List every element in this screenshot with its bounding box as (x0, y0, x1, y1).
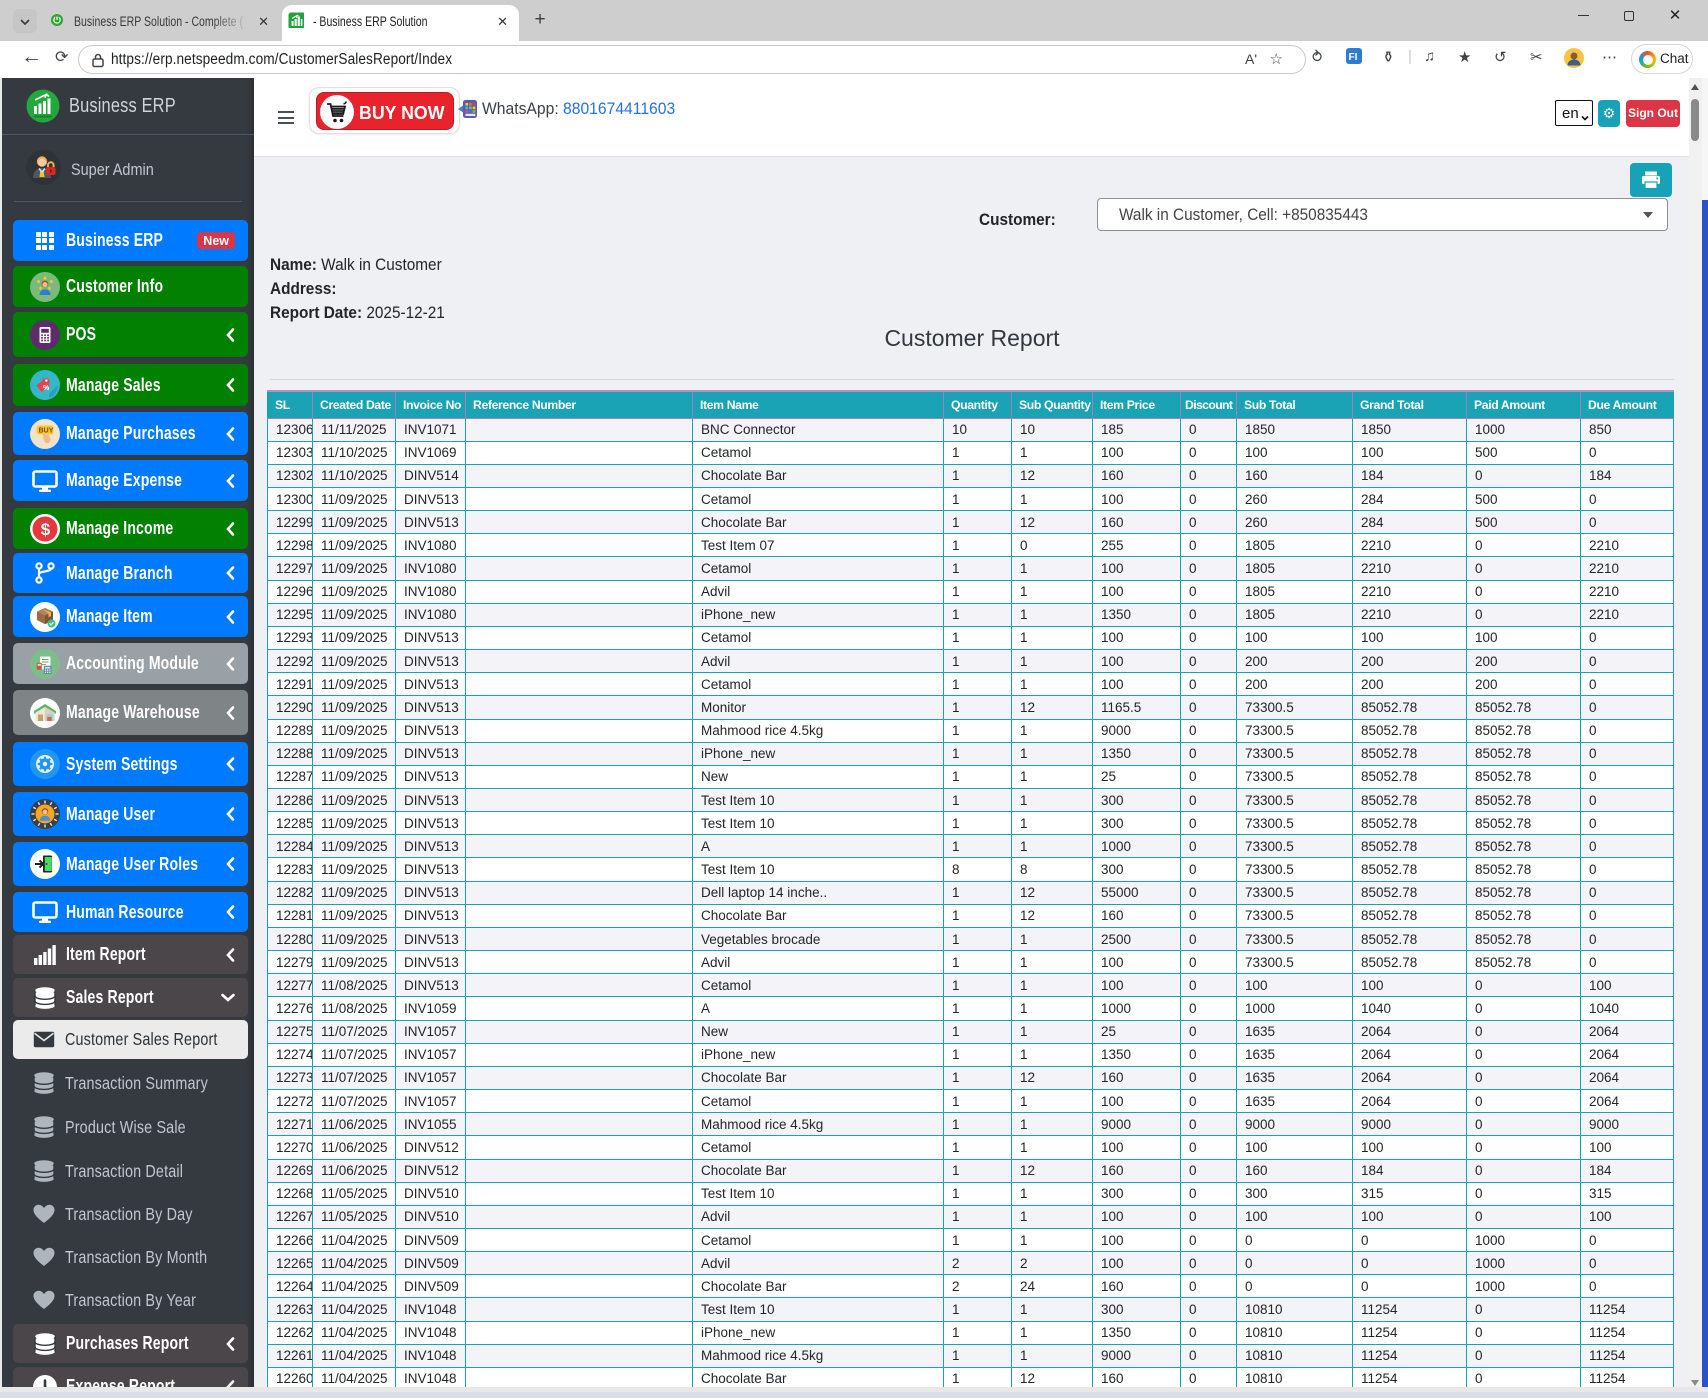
svg-text:BUY: BUY (39, 427, 54, 434)
svg-text:FI: FI (1349, 52, 1358, 63)
svg-text:%: % (43, 385, 50, 392)
svg-text:$: $ (41, 519, 51, 538)
